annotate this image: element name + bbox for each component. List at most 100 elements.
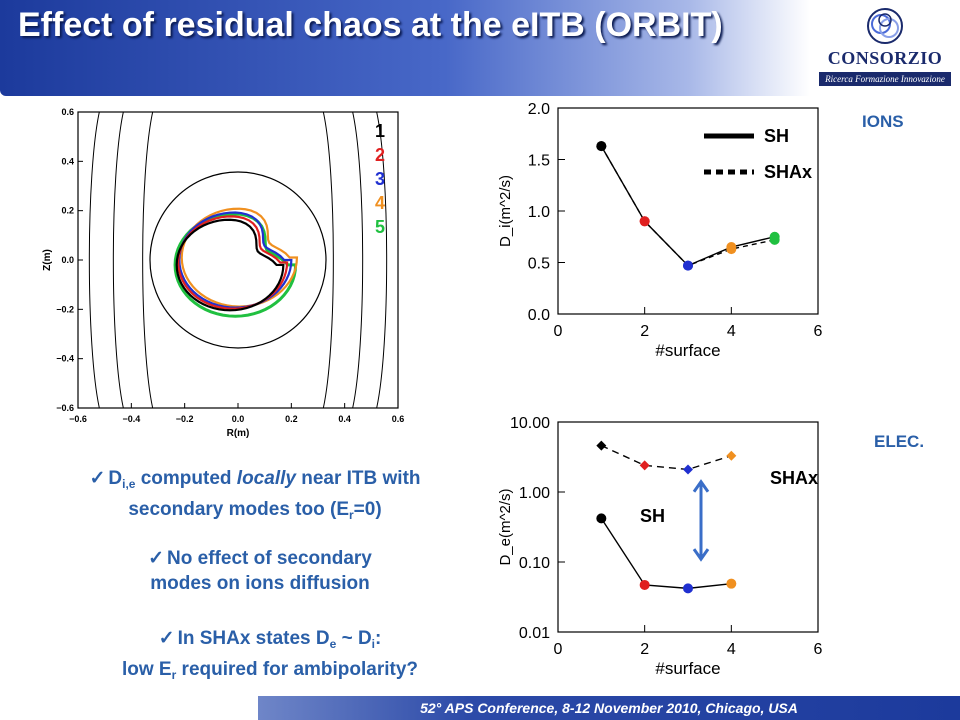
bullet3-line2-sub: r — [171, 668, 177, 682]
y-tick-label: 2.0 — [528, 101, 550, 118]
x-axis-label: R(m) — [227, 428, 250, 439]
point-shax-1 — [596, 440, 607, 451]
electron-diffusion-chart: 0 2 4 6 10.00 1.00 0.10 0.01 #surface D_e(m^2/s) S… — [497, 415, 823, 678]
point-shax-4 — [726, 450, 737, 461]
vessel-line — [88, 111, 100, 409]
bullet1-line2-post: =0) — [353, 499, 382, 520]
y-tick-label: 0.4 — [61, 156, 74, 166]
legend-shax-label: SHAx — [764, 162, 812, 182]
bullet1-em: locally — [236, 468, 296, 489]
bullet-no-effect: ✓ No effect of secondary modes on ions di… — [60, 546, 460, 596]
point-sh-3 — [683, 583, 693, 594]
x-tick-label: 0.4 — [338, 414, 351, 424]
elec-label: ELEC. — [874, 432, 925, 451]
y-tick-label: 0.0 — [61, 255, 74, 265]
ratio-arrow-up-head — [692, 479, 710, 493]
x-tick-label: 0.2 — [285, 414, 298, 424]
bullet3-sub2: i — [371, 637, 376, 651]
bullet3-line2-pre: low E — [121, 659, 172, 680]
legend-surface-1: 1 — [375, 121, 385, 141]
bullet3-sub1: e — [329, 637, 337, 651]
bullet1-line2: secondary modes too (E — [128, 499, 349, 520]
point-shax-2 — [639, 216, 650, 227]
y-axis-label: Z(m) — [42, 249, 53, 271]
y-tick-label: 0.5 — [528, 256, 550, 273]
x-tick-label: 0 — [554, 323, 563, 340]
y-tick-label: −0.2 — [56, 304, 74, 314]
y-tick-label: 0.0 — [528, 307, 550, 324]
legend-sh-label: SH — [640, 506, 665, 526]
bullet3-post: : — [375, 628, 382, 649]
point-shax-1 — [596, 141, 607, 152]
y-tick-label: 0.01 — [519, 625, 550, 642]
x-axis-label: #surface — [655, 659, 720, 678]
legend-surface-5: 5 — [375, 217, 385, 237]
bullet3-pre: In SHAx states D — [177, 628, 330, 649]
chart-frame — [557, 421, 819, 633]
logo-subtitle: Ricerca Formazione Innovazione — [819, 72, 951, 86]
legend-surface-2: 2 — [375, 145, 385, 165]
point-sh-4 — [726, 578, 737, 589]
vessel-line — [352, 111, 364, 409]
bullet1-mid: computed — [135, 468, 237, 489]
x-tick-label: −0.2 — [176, 414, 194, 424]
check-icon: ✓ — [89, 468, 106, 489]
flux-surfaces-plot: −0.6 −0.4 −0.2 0.0 0.2 0.4 0.6 −0.6 −0.4 −0.2 0.0 0… — [42, 107, 405, 439]
ratio-arrow-down-head — [692, 548, 710, 562]
x-tick-label: 2 — [640, 323, 649, 340]
series-line-sh — [600, 517, 732, 590]
bullet1-post: near ITB with — [295, 468, 421, 489]
y-tick-label: 1.00 — [519, 485, 550, 502]
legend-surface-3: 3 — [375, 169, 385, 189]
y-tick-label: 1.0 — [528, 204, 550, 221]
bullet1-sub: i,e — [122, 477, 136, 491]
vessel-line — [322, 111, 334, 409]
x-tick-label: 2 — [640, 641, 649, 658]
point-shax-5 — [769, 234, 780, 245]
point-shax-4 — [726, 244, 737, 255]
vessel-line — [376, 111, 388, 409]
consorzio-rfx-logo: CONSORZIO RFX Ricerca Formazione Innovaz… — [815, 6, 955, 89]
bullet2-line1: No effect of secondary — [167, 548, 372, 569]
y-tick-label: 0.10 — [519, 555, 550, 572]
y-tick-label: −0.4 — [56, 354, 74, 364]
bullet1-line2-sub: r — [349, 508, 354, 522]
x-tick-label: 0.6 — [392, 414, 405, 424]
check-icon: ✓ — [148, 548, 165, 569]
x-tick-label: 6 — [814, 641, 823, 658]
x-tick-label: −0.4 — [122, 414, 140, 424]
series-line-shax — [601, 444, 732, 471]
vessel-line — [112, 111, 124, 409]
point-sh-1 — [596, 513, 607, 524]
y-tick-label: 0.2 — [61, 206, 74, 216]
y-tick-label: 0.6 — [61, 107, 74, 117]
x-tick-label: 4 — [727, 323, 736, 340]
vessel-line — [142, 111, 154, 409]
vessel-lines — [88, 111, 388, 409]
logo-emblem-icon — [867, 8, 903, 44]
flux-surface-1 — [175, 218, 285, 312]
title-bar: Effect of residual chaos at the eITB (OR… — [0, 0, 810, 96]
legend-shax-label: SHAx — [770, 468, 818, 488]
ions-label: IONS — [862, 112, 904, 131]
bullet2-line2: modes on ions diffusion — [150, 573, 370, 594]
bullet3-mid: ~ D — [336, 628, 372, 649]
x-tick-label: 4 — [727, 641, 736, 658]
legend-surface-4: 4 — [375, 193, 385, 213]
x-tick-label: 0.0 — [232, 414, 245, 424]
y-tick-label: 1.5 — [528, 153, 550, 170]
ions-diffusion-chart: 0 2 4 6 0.0 0.5 1.0 1.5 2.0 #surface D_i(m^2/s) SH S… — [497, 101, 823, 360]
x-axis-label: #surface — [655, 341, 720, 360]
point-sh-2 — [639, 579, 650, 590]
point-shax-3 — [683, 464, 693, 475]
legend-sh-label: SH — [764, 126, 789, 146]
bullet-shax-states: ✓ In SHAx states De ~ Di: low Er required… — [20, 626, 520, 688]
slide-title: Effect of residual chaos at the eITB (OR… — [18, 6, 723, 44]
flux-surface-4 — [180, 207, 299, 308]
x-tick-label: 6 — [814, 323, 823, 340]
bullet1-d: D — [108, 468, 123, 489]
y-tick-label: 10.00 — [510, 415, 550, 432]
bullet3-line2-post: required for ambipolarity? — [176, 659, 419, 680]
point-shax-3 — [683, 260, 693, 271]
point-shax-2 — [639, 460, 650, 471]
